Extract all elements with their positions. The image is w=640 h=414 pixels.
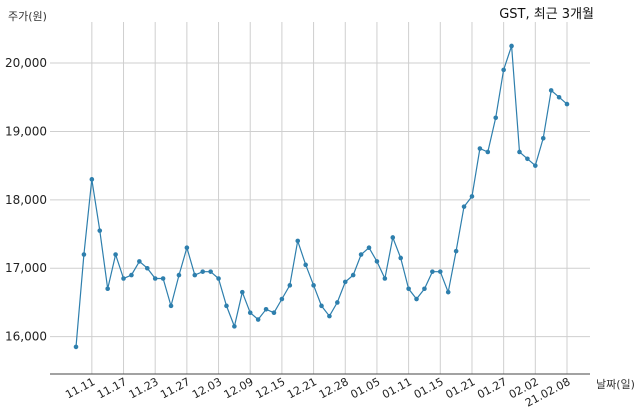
data-point <box>319 303 324 309</box>
data-point <box>445 289 451 295</box>
grid <box>50 22 590 374</box>
x-tick-label: 11.27 <box>158 375 192 401</box>
data-point <box>477 146 483 151</box>
data-point <box>200 269 206 274</box>
data-point <box>485 149 491 155</box>
data-point <box>509 43 514 49</box>
data-point <box>335 300 340 305</box>
x-tick-label: 01.21 <box>443 375 477 401</box>
x-tick-label: 12.03 <box>190 375 224 401</box>
data-point <box>374 259 380 264</box>
data-point <box>144 265 150 271</box>
y-tick-label: 19,000 <box>5 124 47 138</box>
data-point <box>517 149 522 155</box>
x-axis-ticks: 11.1111.1711.2311.2712.0312.0912.1512.21… <box>63 375 572 409</box>
x-axis-label: 날짜(일) <box>596 377 635 391</box>
data-point <box>184 245 190 251</box>
data-point <box>121 276 126 281</box>
data-point <box>437 269 443 274</box>
data-point <box>556 94 562 100</box>
y-tick-label: 16,000 <box>5 330 47 344</box>
data-point <box>540 135 546 141</box>
x-tick-label: 01.05 <box>348 375 382 401</box>
data-point <box>137 259 142 264</box>
x-tick-label: 01.27 <box>475 375 509 401</box>
x-tick-label: 12.21 <box>285 375 319 401</box>
data-point <box>469 194 475 199</box>
data-point <box>311 283 316 288</box>
data-point <box>97 228 103 233</box>
x-tick-label: 01.11 <box>380 375 414 401</box>
data-point <box>232 324 237 329</box>
data-point <box>89 177 95 182</box>
y-tick-label: 18,000 <box>5 193 47 207</box>
data-point <box>240 289 245 295</box>
data-point <box>160 276 166 281</box>
data-point <box>342 279 348 285</box>
data-point <box>216 276 221 281</box>
price-line <box>75 45 568 347</box>
data-points <box>73 43 570 350</box>
y-tick-label: 17,000 <box>5 261 47 275</box>
data-point <box>406 286 411 292</box>
data-point <box>224 303 229 309</box>
x-tick-label: 12.15 <box>253 375 287 401</box>
x-tick-label: 12.28 <box>317 375 351 401</box>
data-point <box>271 310 277 316</box>
data-point <box>358 252 364 257</box>
data-point <box>461 204 467 209</box>
data-point <box>113 252 118 257</box>
y-axis-ticks: 16,000 17,000 18,000 19,000 20,000 <box>5 56 47 344</box>
y-tick-label: 20,000 <box>5 56 47 70</box>
data-point <box>398 255 403 261</box>
data-point <box>176 272 182 278</box>
x-tick-label: 12.09 <box>222 375 256 401</box>
x-tick-label: 11.17 <box>95 375 129 401</box>
data-point <box>208 269 213 274</box>
data-point <box>366 245 372 251</box>
data-point <box>192 272 198 278</box>
data-point <box>430 269 435 274</box>
data-point <box>287 283 293 288</box>
data-point <box>168 303 174 309</box>
x-tick-label: 11.11 <box>63 375 97 401</box>
data-point <box>279 296 285 302</box>
data-point <box>303 262 308 268</box>
x-tick-label: 01.15 <box>412 375 446 401</box>
data-point <box>548 88 554 93</box>
data-point <box>255 317 261 322</box>
data-point <box>422 286 427 292</box>
data-point <box>263 306 269 312</box>
data-point <box>350 272 356 278</box>
data-point <box>390 235 396 240</box>
data-point <box>493 115 499 121</box>
data-point <box>81 252 87 257</box>
data-point <box>533 163 538 168</box>
data-point <box>501 67 506 73</box>
data-point <box>453 248 459 254</box>
data-point <box>129 272 134 278</box>
x-tick-label: 11.23 <box>127 375 161 401</box>
data-point <box>414 296 419 302</box>
data-point <box>327 313 332 319</box>
data-point <box>525 156 530 162</box>
data-point <box>73 344 79 350</box>
data-point <box>382 276 388 281</box>
data-point <box>105 286 110 292</box>
data-point <box>295 238 301 244</box>
y-axis-label: 주가(원) <box>8 10 47 23</box>
data-point <box>152 276 158 281</box>
data-point <box>564 101 570 107</box>
chart-title: GST, 최근 3개월 <box>499 7 594 22</box>
data-point <box>247 310 253 316</box>
